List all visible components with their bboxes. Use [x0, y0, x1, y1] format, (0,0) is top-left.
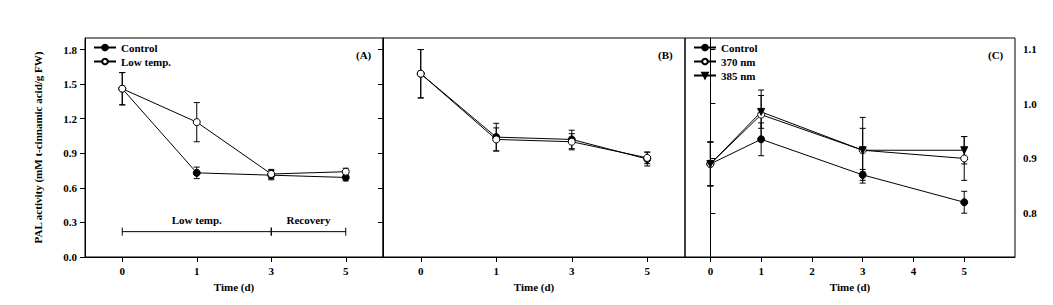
svg-text:(A): (A) [356, 49, 372, 62]
svg-text:Time (d): Time (d) [214, 281, 255, 294]
svg-text:Control: Control [721, 42, 757, 54]
svg-text:Time (d): Time (d) [830, 281, 871, 294]
svg-text:Control: Control [121, 42, 157, 54]
svg-text:Time (d): Time (d) [514, 281, 555, 294]
svg-text:0.0: 0.0 [63, 251, 77, 263]
svg-text:1.5: 1.5 [63, 78, 77, 90]
svg-text:1: 1 [758, 265, 764, 277]
svg-text:(C): (C) [988, 49, 1004, 62]
svg-text:1.2: 1.2 [63, 113, 77, 125]
svg-text:3: 3 [569, 265, 575, 277]
svg-text:0: 0 [418, 265, 424, 277]
svg-text:5: 5 [961, 265, 967, 277]
svg-text:(B): (B) [658, 49, 673, 62]
svg-text:385 nm: 385 nm [721, 70, 756, 82]
svg-text:370 nm: 370 nm [721, 56, 756, 68]
svg-text:0.8: 0.8 [1023, 207, 1037, 219]
svg-text:Low temp.: Low temp. [121, 56, 171, 68]
svg-text:0.9: 0.9 [1023, 152, 1037, 164]
svg-text:1.1: 1.1 [1023, 43, 1037, 55]
svg-text:Recovery: Recovery [287, 214, 331, 226]
svg-text:PAL activity (mM t-cinnamic ac: PAL activity (mM t-cinnamic acid/g FW) [32, 51, 45, 243]
svg-text:0.6: 0.6 [63, 182, 77, 194]
svg-text:Low temp.: Low temp. [172, 214, 222, 226]
svg-text:0.9: 0.9 [63, 147, 77, 159]
svg-text:0: 0 [120, 265, 126, 277]
svg-text:5: 5 [645, 265, 651, 277]
svg-text:0: 0 [708, 265, 714, 277]
svg-text:1: 1 [194, 265, 200, 277]
svg-text:1: 1 [494, 265, 500, 277]
svg-text:3: 3 [269, 265, 275, 277]
svg-text:0.3: 0.3 [63, 216, 77, 228]
svg-text:1.8: 1.8 [63, 44, 77, 56]
svg-text:2: 2 [809, 265, 815, 277]
svg-text:5: 5 [343, 265, 349, 277]
svg-text:3: 3 [860, 265, 866, 277]
svg-text:1.0: 1.0 [1023, 98, 1037, 110]
svg-text:4: 4 [911, 265, 917, 277]
